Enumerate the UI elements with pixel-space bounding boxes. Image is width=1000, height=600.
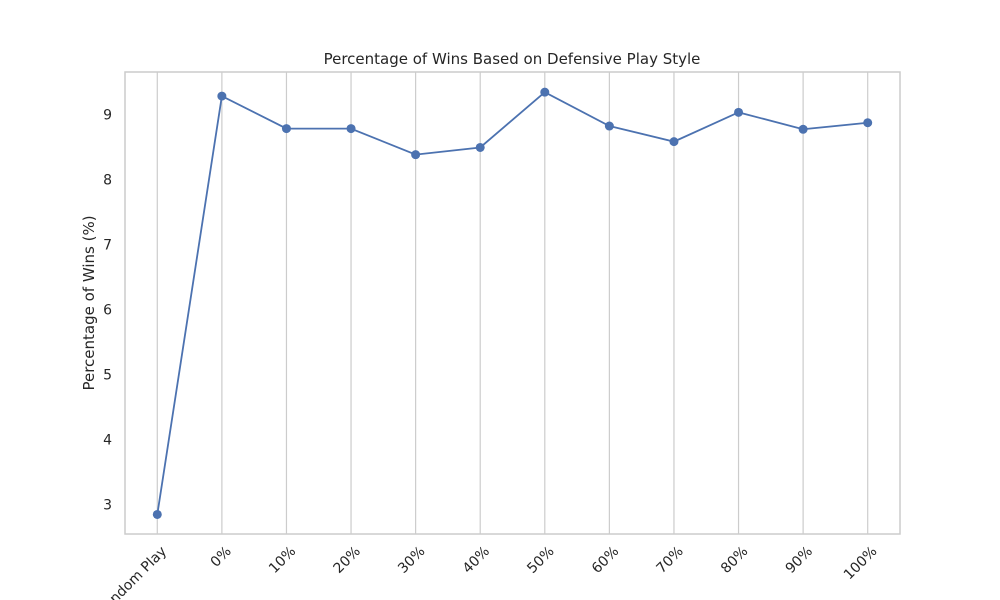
x-tick-label: 100% bbox=[841, 544, 881, 584]
x-tick-label: 60% bbox=[589, 544, 622, 577]
x-tick-label: 30% bbox=[395, 544, 428, 577]
plot-area-frame bbox=[124, 71, 901, 535]
x-tick-labels: Random Play 0% 10% 20% 30% 40% 50% 60% 70% 80% 90%… bbox=[94, 544, 881, 600]
data-point bbox=[411, 150, 421, 160]
y-tick-label: 6 bbox=[103, 303, 112, 319]
x-tick-label: 0% bbox=[208, 544, 235, 571]
x-tick-label: 80% bbox=[718, 544, 751, 577]
y-tick-label: 4 bbox=[103, 433, 112, 449]
y-tick-label: 9 bbox=[103, 107, 112, 123]
y-tick-labels: 3 4 5 6 7 8 9 bbox=[103, 107, 112, 513]
data-point bbox=[863, 118, 873, 128]
data-point bbox=[217, 91, 227, 101]
data-point bbox=[475, 142, 485, 152]
x-tick-label: 50% bbox=[524, 544, 557, 577]
x-tick-label: 90% bbox=[783, 544, 816, 577]
data-point bbox=[798, 124, 808, 134]
y-tick-label: 3 bbox=[103, 498, 112, 514]
y-tick-label: 5 bbox=[103, 368, 112, 384]
series-layer bbox=[152, 87, 873, 519]
x-tick-label: 10% bbox=[266, 544, 299, 577]
y-tick-label: 8 bbox=[103, 172, 112, 188]
data-point bbox=[540, 87, 550, 97]
y-tick-label: 7 bbox=[103, 237, 112, 253]
grid bbox=[156, 72, 869, 534]
x-tick-label: Random Play bbox=[94, 544, 170, 600]
data-point bbox=[281, 124, 291, 134]
chart-title: Percentage of Wins Based on Defensive Pl… bbox=[324, 50, 701, 68]
data-point bbox=[669, 137, 679, 147]
data-point bbox=[346, 124, 356, 134]
data-point bbox=[604, 121, 614, 131]
series-line bbox=[156, 91, 868, 515]
x-tick-label: 40% bbox=[460, 544, 493, 577]
data-point bbox=[734, 107, 744, 117]
data-point bbox=[152, 509, 162, 519]
y-axis-label: Percentage of Wins (%) bbox=[80, 215, 98, 390]
x-tick-label: 20% bbox=[331, 544, 364, 577]
x-tick-label: 70% bbox=[653, 544, 686, 577]
